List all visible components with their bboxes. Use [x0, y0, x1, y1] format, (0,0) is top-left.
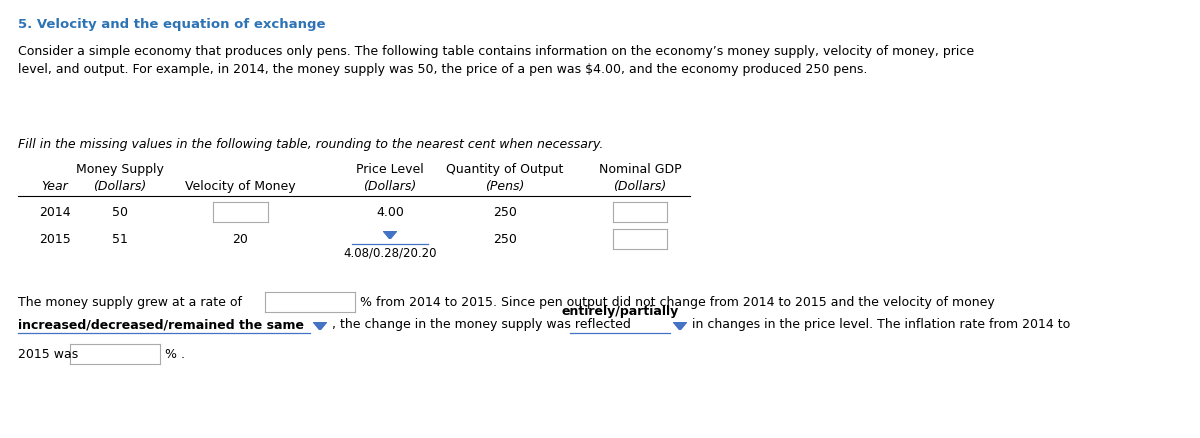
- Text: 4.00: 4.00: [376, 206, 404, 219]
- Text: (Dollars): (Dollars): [364, 180, 416, 193]
- Text: (Dollars): (Dollars): [613, 180, 667, 193]
- Text: Price Level: Price Level: [356, 162, 424, 176]
- Text: entirely/partially: entirely/partially: [562, 304, 679, 317]
- Text: Nominal GDP: Nominal GDP: [599, 162, 682, 176]
- Text: 50: 50: [112, 206, 128, 219]
- Text: 4.08/0.28/20.20: 4.08/0.28/20.20: [343, 247, 437, 259]
- Text: The money supply grew at a rate of: The money supply grew at a rate of: [18, 296, 242, 309]
- Text: Fill in the missing values in the following table, rounding to the nearest cent : Fill in the missing values in the follow…: [18, 138, 604, 151]
- Text: (Dollars): (Dollars): [94, 180, 146, 193]
- Text: increased/decreased/remained the same: increased/decreased/remained the same: [18, 318, 304, 331]
- Text: % from 2014 to 2015. Since pen output did not change from 2014 to 2015 and the v: % from 2014 to 2015. Since pen output di…: [360, 296, 995, 309]
- Text: 20: 20: [232, 233, 248, 246]
- Text: 2015: 2015: [40, 233, 71, 246]
- Text: Year: Year: [42, 180, 68, 193]
- Text: % .: % .: [166, 348, 185, 360]
- Text: (Pens): (Pens): [485, 180, 524, 193]
- Text: Quantity of Output: Quantity of Output: [446, 162, 564, 176]
- Text: Consider a simple economy that produces only pens. The following table contains : Consider a simple economy that produces …: [18, 45, 974, 58]
- Text: Money Supply: Money Supply: [76, 162, 164, 176]
- Polygon shape: [313, 322, 326, 330]
- Text: 51: 51: [112, 233, 128, 246]
- Text: 250: 250: [493, 233, 517, 246]
- Text: 2015 was: 2015 was: [18, 348, 78, 360]
- Text: , the change in the money supply was reflected: , the change in the money supply was ref…: [332, 318, 631, 331]
- Text: Velocity of Money: Velocity of Money: [185, 180, 295, 193]
- Text: level, and output. For example, in 2014, the money supply was 50, the price of a: level, and output. For example, in 2014,…: [18, 63, 868, 76]
- Text: in changes in the price level. The inflation rate from 2014 to: in changes in the price level. The infla…: [692, 318, 1070, 331]
- Polygon shape: [383, 231, 397, 240]
- Polygon shape: [673, 322, 686, 330]
- Text: 2014: 2014: [40, 206, 71, 219]
- Text: 250: 250: [493, 206, 517, 219]
- Text: 5. Velocity and the equation of exchange: 5. Velocity and the equation of exchange: [18, 18, 325, 31]
